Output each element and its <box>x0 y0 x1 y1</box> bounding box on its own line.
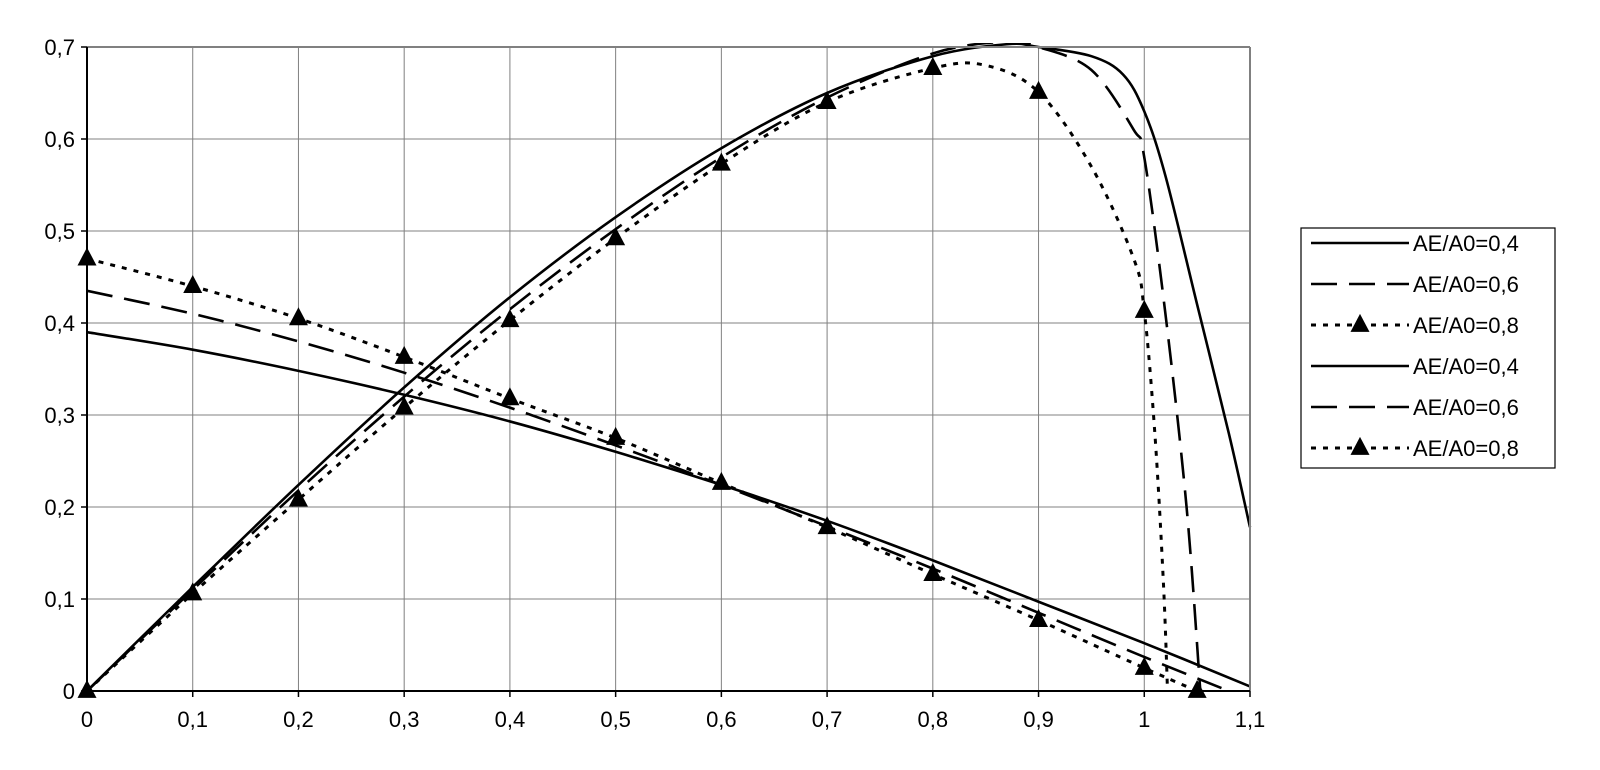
data-point-marker <box>1029 80 1049 99</box>
x-tick-label: 0,8 <box>918 707 949 732</box>
series-line <box>87 61 1170 693</box>
legend-item: AE/A0=0,6 <box>1311 272 1519 297</box>
y-tick-label: 0 <box>63 679 75 704</box>
data-point-marker <box>1187 679 1207 698</box>
data-point-marker <box>288 307 308 326</box>
x-tick-label: 0 <box>81 707 93 732</box>
x-tick-label: 0,4 <box>495 707 526 732</box>
data-point-marker <box>394 345 414 364</box>
legend-label: AE/A0=0,6 <box>1413 272 1519 297</box>
data-point-marker <box>923 563 943 581</box>
series-line <box>87 257 1198 693</box>
legend-marker <box>1350 313 1370 332</box>
data-point-marker <box>183 275 203 294</box>
y-tick-label: 0,5 <box>44 219 75 244</box>
legend-label: AE/A0=0,8 <box>1413 313 1519 338</box>
x-tick-label: 0,3 <box>389 707 420 732</box>
data-point-marker <box>500 387 520 406</box>
legend-item: AE/A0=0,4 <box>1311 231 1519 256</box>
data-point-marker <box>1134 656 1154 675</box>
x-tick-label: 0,5 <box>600 707 631 732</box>
data-point-marker <box>500 309 520 328</box>
x-tick-label: 1,1 <box>1235 707 1266 732</box>
y-tick-label: 0,1 <box>44 587 75 612</box>
data-point-marker <box>817 91 837 110</box>
legend-label: AE/A0=0,8 <box>1413 436 1519 461</box>
series-5 <box>87 43 1202 692</box>
y-tick-label: 0,2 <box>44 495 75 520</box>
legend-item: AE/A0=0,6 <box>1311 395 1519 420</box>
data-point-marker <box>183 582 203 601</box>
legend-marker <box>1350 436 1370 455</box>
data-point-marker <box>288 488 308 507</box>
data-point-marker <box>1029 609 1049 627</box>
x-tick-label: 0,7 <box>812 707 843 732</box>
legend-label: AE/A0=0,6 <box>1413 395 1519 420</box>
legend-label: AE/A0=0,4 <box>1413 231 1519 256</box>
series-6 <box>77 57 1170 698</box>
data-point-marker <box>1134 299 1154 318</box>
legend: AE/A0=0,4 AE/A0=0,6 AE/A0=0,8 AE/A0=0,4 AE/A… <box>1300 227 1556 469</box>
series-line <box>87 330 1251 688</box>
data-point-marker <box>606 426 626 445</box>
legend-item: AE/A0=0,8 <box>1311 436 1519 461</box>
x-tick-label: 1 <box>1138 707 1150 732</box>
y-tick-label: 0,6 <box>44 127 75 152</box>
y-tick-label: 0,7 <box>44 35 75 60</box>
series-line <box>87 289 1230 693</box>
series-1 <box>87 330 1251 688</box>
axes: 0 0,1 0,2 0,3 0,4 0,5 0,6 0,7 0,8 0,9 1 1,1 0 0,1 0,2 0… <box>44 35 1265 732</box>
x-tick-label: 0,1 <box>177 707 208 732</box>
data-point-marker <box>394 396 414 415</box>
data-point-marker <box>606 227 626 246</box>
x-tick-label: 0,9 <box>1023 707 1054 732</box>
series-line <box>87 43 1202 692</box>
x-tick-label: 0,2 <box>283 707 314 732</box>
legend-item: AE/A0=0,8 <box>1311 313 1519 338</box>
plot-area <box>87 47 1250 691</box>
series-layer <box>77 43 1252 698</box>
data-point-marker <box>711 471 731 490</box>
legend-box <box>1300 227 1556 469</box>
legend-item: AE/A0=0,4 <box>1311 354 1519 379</box>
legend-label: AE/A0=0,4 <box>1413 354 1519 379</box>
data-point-marker <box>817 516 837 535</box>
y-tick-label: 0,3 <box>44 403 75 428</box>
y-tick-label: 0,4 <box>44 311 75 336</box>
series-2 <box>87 289 1230 693</box>
data-point-marker <box>923 57 943 75</box>
grid <box>87 47 1250 691</box>
data-point-marker <box>711 152 731 171</box>
x-tick-label: 0,6 <box>706 707 737 732</box>
